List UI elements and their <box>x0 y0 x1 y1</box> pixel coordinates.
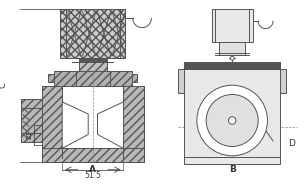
Bar <box>48 74 54 82</box>
Text: 51.5: 51.5 <box>84 171 101 180</box>
Polygon shape <box>62 102 88 148</box>
Circle shape <box>197 85 267 156</box>
Circle shape <box>230 56 234 60</box>
Polygon shape <box>98 102 124 148</box>
Bar <box>79 58 107 71</box>
Bar <box>212 9 252 42</box>
Bar <box>132 74 137 82</box>
Bar <box>21 99 42 142</box>
Bar <box>219 42 245 56</box>
Bar <box>42 86 62 162</box>
Bar <box>184 62 281 164</box>
Bar <box>124 86 144 162</box>
Text: 21: 21 <box>27 130 32 139</box>
Bar <box>42 148 144 162</box>
Bar <box>60 9 125 58</box>
Bar <box>60 9 125 58</box>
Text: D: D <box>288 139 295 148</box>
Bar <box>21 99 42 142</box>
Bar <box>184 62 281 69</box>
Text: A: A <box>89 165 96 174</box>
Text: B: B <box>229 165 236 174</box>
Bar <box>281 69 286 93</box>
Circle shape <box>206 95 258 147</box>
Circle shape <box>229 117 236 124</box>
Bar <box>178 69 184 93</box>
Bar <box>42 86 144 162</box>
Text: C: C <box>0 82 7 88</box>
Bar <box>54 71 132 86</box>
